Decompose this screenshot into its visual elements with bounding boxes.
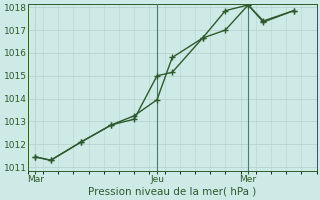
X-axis label: Pression niveau de la mer( hPa ): Pression niveau de la mer( hPa ) xyxy=(88,187,256,197)
